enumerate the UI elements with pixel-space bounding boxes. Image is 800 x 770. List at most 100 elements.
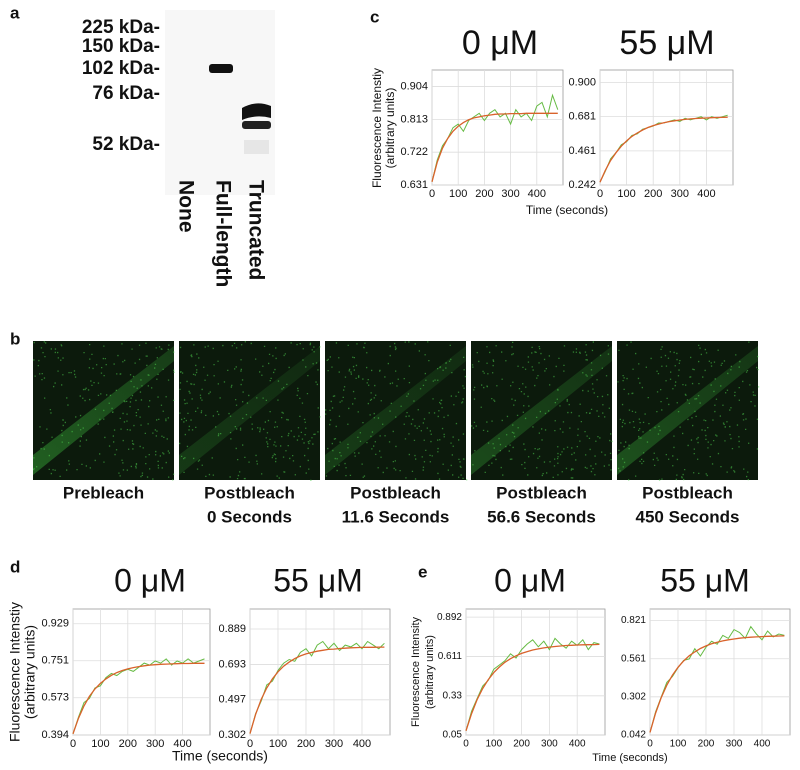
y-tick-label: 0.33 xyxy=(443,690,463,701)
image-caption: 11.6 Seconds xyxy=(342,507,450,526)
panel-label: b xyxy=(10,329,20,348)
y-tick-label: 0.693 xyxy=(218,658,246,670)
y-tick-label: 0.461 xyxy=(568,145,596,157)
y-tick-label: 0.892 xyxy=(437,612,462,623)
plot-area xyxy=(431,69,564,186)
blot-band xyxy=(209,64,233,73)
x-tick-label: 100 xyxy=(91,738,109,750)
y-tick-label: 0.573 xyxy=(41,692,69,704)
y-tick-label: 0.497 xyxy=(218,694,246,706)
image-caption: 450 Seconds xyxy=(636,507,740,526)
y-tick-label: 0.821 xyxy=(621,615,646,626)
micrograph-streak xyxy=(471,346,612,475)
plot-area xyxy=(249,608,391,736)
x-tick-label: 0 xyxy=(463,739,469,750)
x-tick-label: 300 xyxy=(325,738,343,750)
chart: 0 μM 0.631 0.722 0.813 0.904 0 100 200 300 400 Flu… xyxy=(370,24,608,217)
y-tick-label: 0.394 xyxy=(41,729,69,741)
chart-title: 0 μM xyxy=(462,24,538,62)
x-tick-label: 400 xyxy=(528,188,546,200)
data-line xyxy=(249,646,385,734)
x-tick-label: 400 xyxy=(754,739,771,750)
chart: 55 μM 0.242 0.461 0.681 0.900 0 100 200 300 400 xyxy=(568,24,734,200)
data-line xyxy=(72,662,205,735)
x-tick-label: 300 xyxy=(146,738,164,750)
mw-marker: 52 kDa- xyxy=(92,134,160,155)
x-tick-label: 0 xyxy=(429,188,435,200)
data-line xyxy=(249,640,385,734)
data-line xyxy=(431,93,559,182)
plot-area xyxy=(465,608,606,736)
x-tick-label: 0 xyxy=(597,188,603,200)
x-tick-label: 200 xyxy=(119,738,137,750)
x-axis-label: Time (seconds) xyxy=(172,748,268,764)
y-axis-label: (arbitrary units) xyxy=(383,88,397,169)
y-tick-label: 0.929 xyxy=(41,618,69,630)
panel-label: e xyxy=(418,562,427,581)
y-axis-label: Fluorescence Intenstiy xyxy=(370,68,384,188)
x-tick-label: 0 xyxy=(247,738,253,750)
lane-label: Full-length xyxy=(211,180,234,287)
y-tick-label: 0.722 xyxy=(400,146,428,158)
micrograph-streak xyxy=(325,346,466,475)
data-line xyxy=(465,643,600,732)
x-tick-label: 100 xyxy=(269,738,287,750)
chart: 55 μM 0.042 0.302 0.561 0.821 0 100 200 300 400 xyxy=(621,562,791,750)
y-tick-label: 0.611 xyxy=(438,651,463,662)
chart: 0 μM 0.05 0.33 0.611 0.892 0 100 200 300 400 Fluor… xyxy=(410,562,668,763)
blot xyxy=(165,10,275,195)
blot-band xyxy=(242,121,271,129)
x-tick-label: 200 xyxy=(297,738,315,750)
x-tick-label: 100 xyxy=(617,188,635,200)
y-tick-label: 0.561 xyxy=(621,653,646,664)
x-tick-label: 100 xyxy=(670,739,687,750)
chart-title: 55 μM xyxy=(273,562,363,598)
x-tick-label: 300 xyxy=(541,739,558,750)
mw-marker: 150 kDa- xyxy=(82,36,160,57)
image-caption: Postbleach xyxy=(204,483,295,502)
micrograph-streak xyxy=(179,346,320,475)
x-tick-label: 0 xyxy=(70,738,76,750)
y-tick-label: 0.900 xyxy=(568,76,596,88)
data-line xyxy=(649,625,785,733)
image-caption: Postbleach xyxy=(350,483,441,502)
blot-smear xyxy=(244,140,269,154)
x-tick-label: 200 xyxy=(513,739,530,750)
panel-label: c xyxy=(370,7,379,26)
image-caption: Postbleach xyxy=(642,483,733,502)
y-tick-label: 0.889 xyxy=(218,623,246,635)
plot-area xyxy=(72,608,211,736)
x-tick-label: 200 xyxy=(698,739,715,750)
y-tick-label: 0.05 xyxy=(443,730,463,741)
micrograph-streak xyxy=(617,346,758,475)
y-tick-label: 0.302 xyxy=(218,729,246,741)
micrograph-speckle xyxy=(325,341,468,481)
x-tick-label: 400 xyxy=(173,738,191,750)
panel-label: a xyxy=(10,3,20,22)
image-caption: Postbleach xyxy=(496,483,587,502)
y-tick-label: 0.302 xyxy=(621,691,646,702)
x-tick-label: 100 xyxy=(485,739,502,750)
lane-label: Truncated xyxy=(244,180,267,280)
image-caption: 0 Seconds xyxy=(207,507,292,526)
x-tick-label: 100 xyxy=(449,188,467,200)
micrograph-speckle xyxy=(179,341,321,481)
blot-band xyxy=(242,103,271,120)
x-axis-label: Time (seconds) xyxy=(526,203,608,217)
x-tick-label: 400 xyxy=(353,738,371,750)
x-tick-label: 0 xyxy=(647,739,653,750)
x-tick-label: 200 xyxy=(475,188,493,200)
y-tick-label: 0.751 xyxy=(41,655,69,667)
x-tick-label: 300 xyxy=(501,188,519,200)
plot-area xyxy=(599,69,734,186)
chart-title: 55 μM xyxy=(619,24,714,62)
chart-title: 0 μM xyxy=(114,562,186,598)
y-axis-label: Fluorescence Intensity xyxy=(410,616,422,727)
x-axis-label: Time (seconds) xyxy=(592,752,667,764)
y-tick-label: 0.904 xyxy=(400,80,428,92)
micrograph-speckle xyxy=(33,341,175,481)
blot-membrane xyxy=(165,10,275,195)
lane-label: None xyxy=(174,180,197,233)
data-line xyxy=(599,116,728,183)
x-tick-label: 400 xyxy=(697,188,715,200)
